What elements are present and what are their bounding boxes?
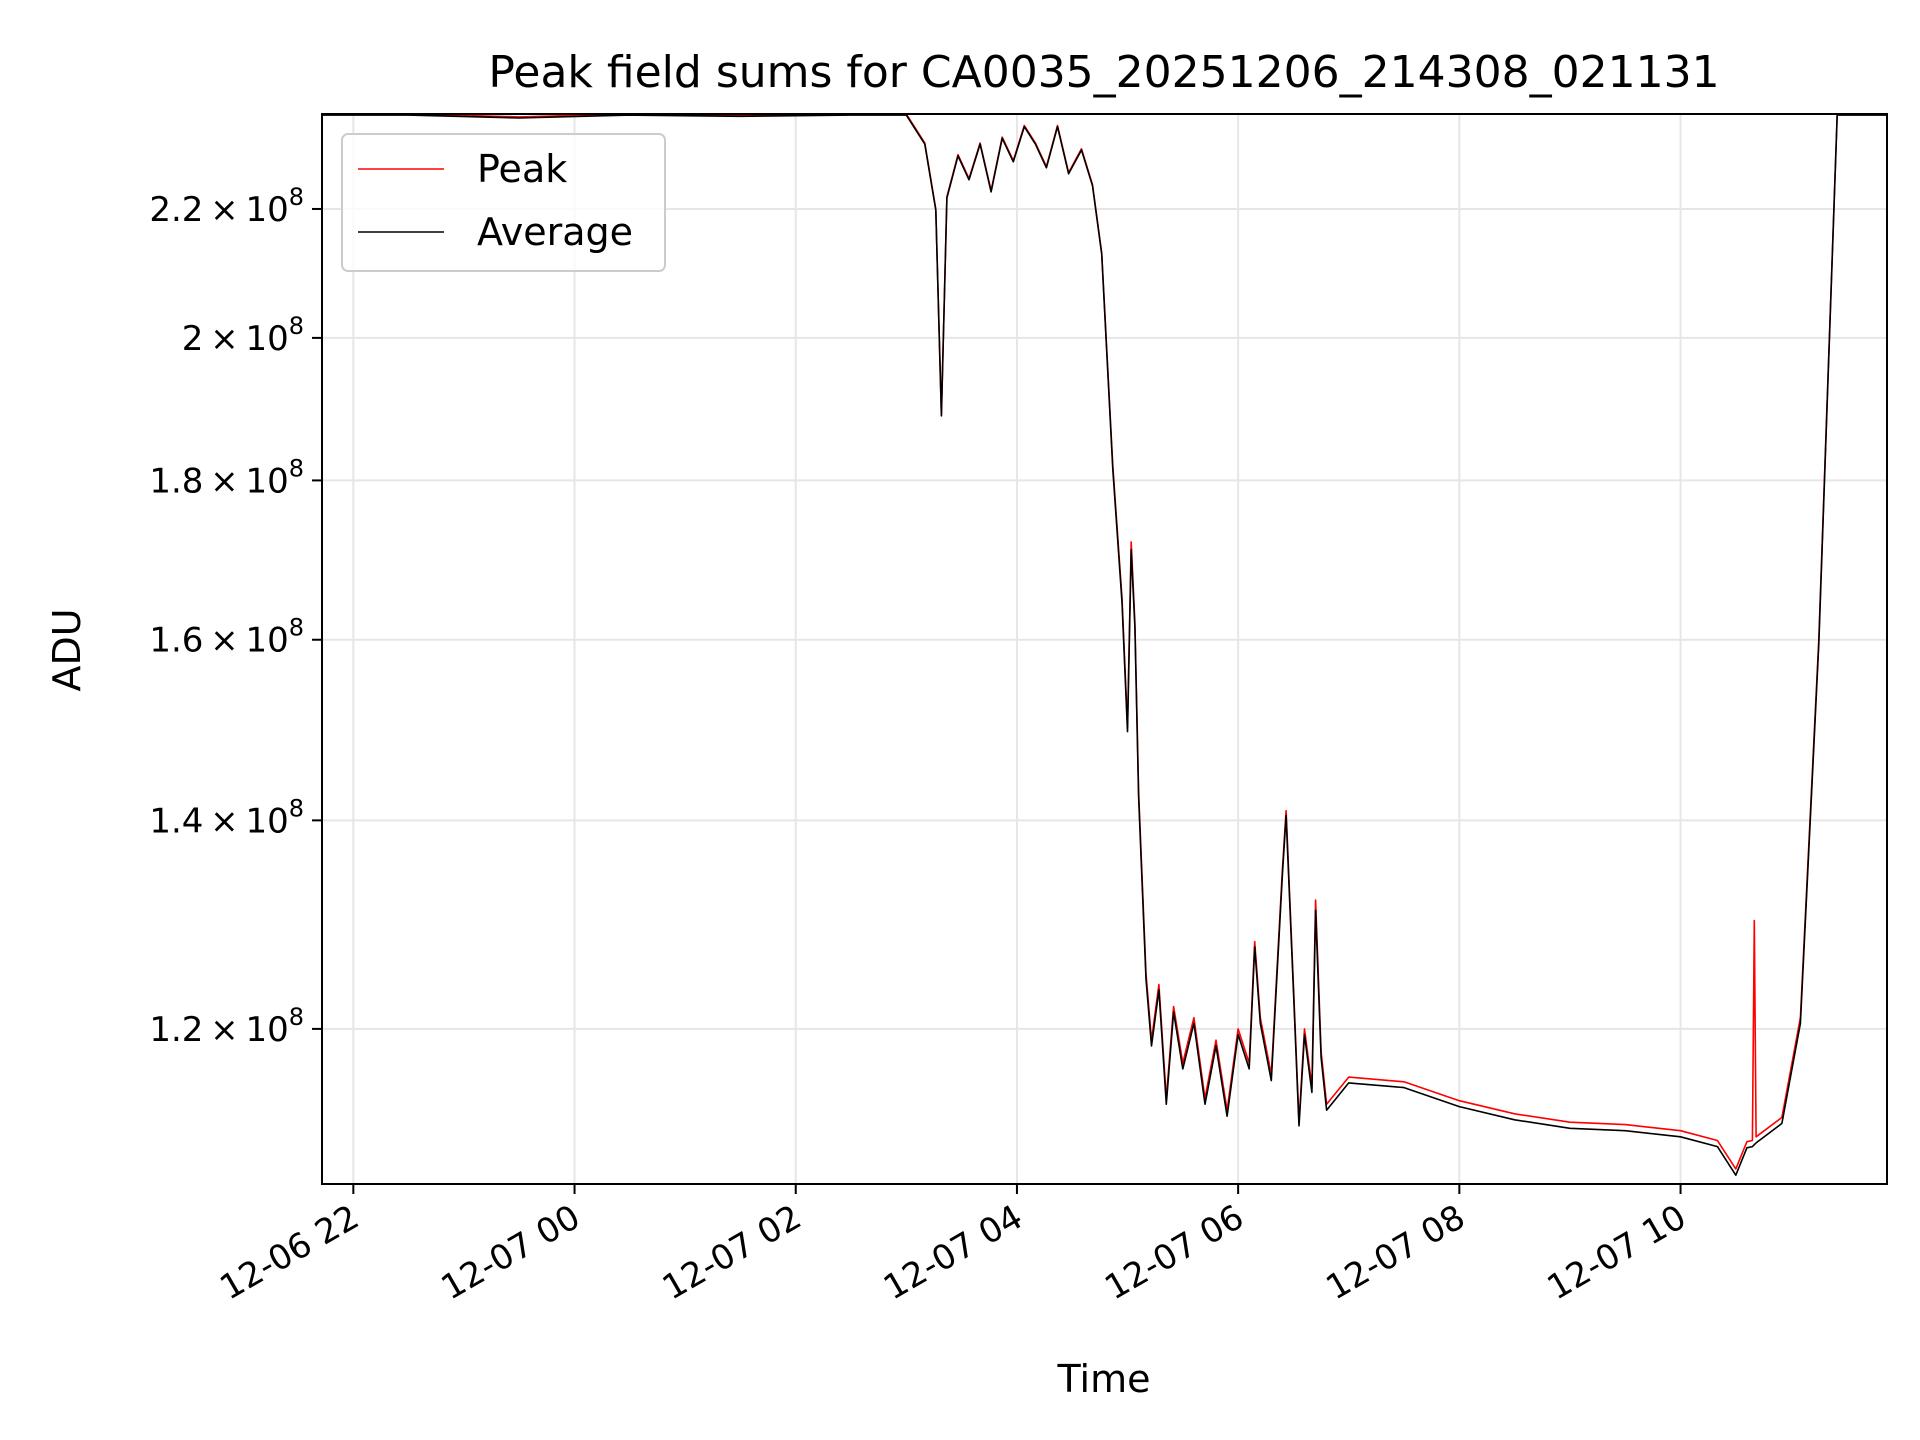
y-tick-label: 2.2 × 108 — [149, 183, 304, 230]
y-tick-label: 2 × 108 — [182, 312, 304, 359]
y-axis-ticks: 1.2 × 108 1.4 × 108 1.6 × 108 1.8 × 108 2 × … — [149, 183, 322, 1050]
series-line-average — [322, 114, 1887, 1176]
y-tick-label: 1.8 × 108 — [149, 454, 304, 501]
legend: Peak Average — [341, 133, 666, 272]
y-axis-label: ADU — [45, 608, 89, 691]
y-tick-label: 1.6 × 108 — [149, 614, 304, 661]
legend-label-peak: Peak — [477, 147, 567, 191]
chart-title: Peak field sums for CA0035_20251206_2143… — [488, 47, 1719, 98]
legend-label-average: Average — [477, 210, 633, 254]
plot-area-frame — [321, 113, 1888, 1185]
grid-lines — [322, 114, 1887, 1184]
x-axis-label: Time — [1057, 1357, 1151, 1401]
series-lines — [322, 114, 1887, 1176]
y-tick-label: 1.2 × 108 — [149, 1003, 304, 1050]
y-tick-label: 1.4 × 108 — [149, 794, 304, 841]
